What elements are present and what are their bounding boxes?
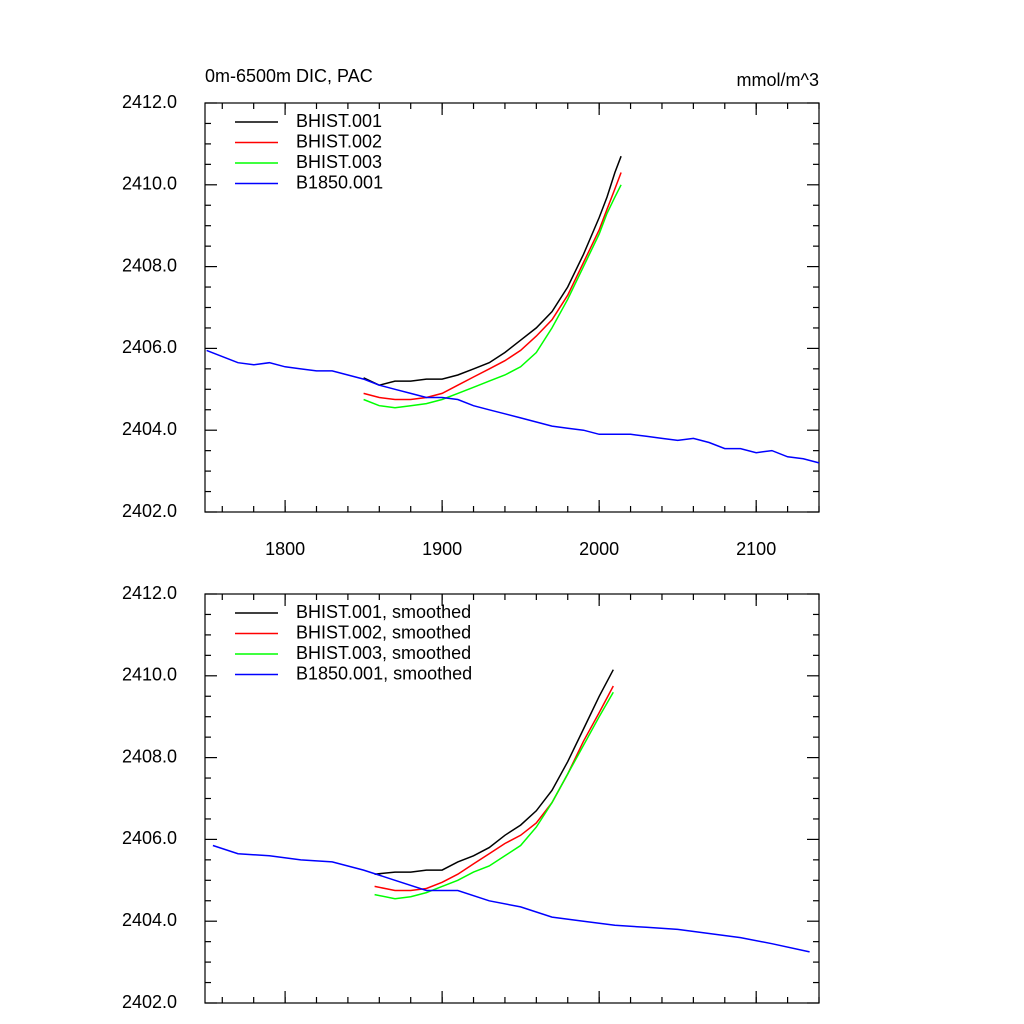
data-line — [363, 155, 622, 386]
data-line — [363, 184, 622, 409]
y-tick-label: 2404.0 — [122, 419, 177, 439]
data-line — [374, 691, 614, 900]
y-tick-label: 2410.0 — [122, 174, 177, 194]
data-line — [212, 844, 810, 953]
y-tick-label: 2408.0 — [122, 746, 177, 766]
y-tick-label: 2406.0 — [122, 337, 177, 357]
data-line — [206, 349, 820, 464]
y-tick-label: 2402.0 — [122, 501, 177, 521]
y-tick-label: 2404.0 — [122, 910, 177, 930]
legend-label: BHIST.002 — [296, 131, 382, 151]
legend-label: BHIST.003, smoothed — [296, 643, 471, 663]
legend-label: BHIST.001, smoothed — [296, 602, 471, 622]
x-tick-label: 2100 — [736, 539, 776, 559]
legend-label: BHIST.002, smoothed — [296, 622, 471, 642]
y-tick-label: 2402.0 — [122, 992, 177, 1012]
data-line — [374, 669, 614, 875]
data-line — [363, 172, 622, 401]
y-tick-label: 2406.0 — [122, 828, 177, 848]
y-tick-label: 2412.0 — [122, 583, 177, 603]
legend-label: BHIST.001 — [296, 111, 382, 131]
legend-label: BHIST.003 — [296, 152, 382, 172]
y-tick-label: 2408.0 — [122, 255, 177, 275]
legend-label: B1850.001, smoothed — [296, 663, 472, 683]
x-tick-label: 2000 — [579, 539, 619, 559]
y-tick-label: 2410.0 — [122, 665, 177, 685]
x-tick-label: 1800 — [265, 539, 305, 559]
data-line — [374, 685, 614, 892]
x-tick-label: 1900 — [422, 539, 462, 559]
y-tick-label: 2412.0 — [122, 92, 177, 112]
legend-label: B1850.001 — [296, 172, 383, 192]
units-label: mmol/m^3 — [737, 70, 819, 90]
chart-title: 0m-6500m DIC, PAC — [205, 66, 373, 86]
